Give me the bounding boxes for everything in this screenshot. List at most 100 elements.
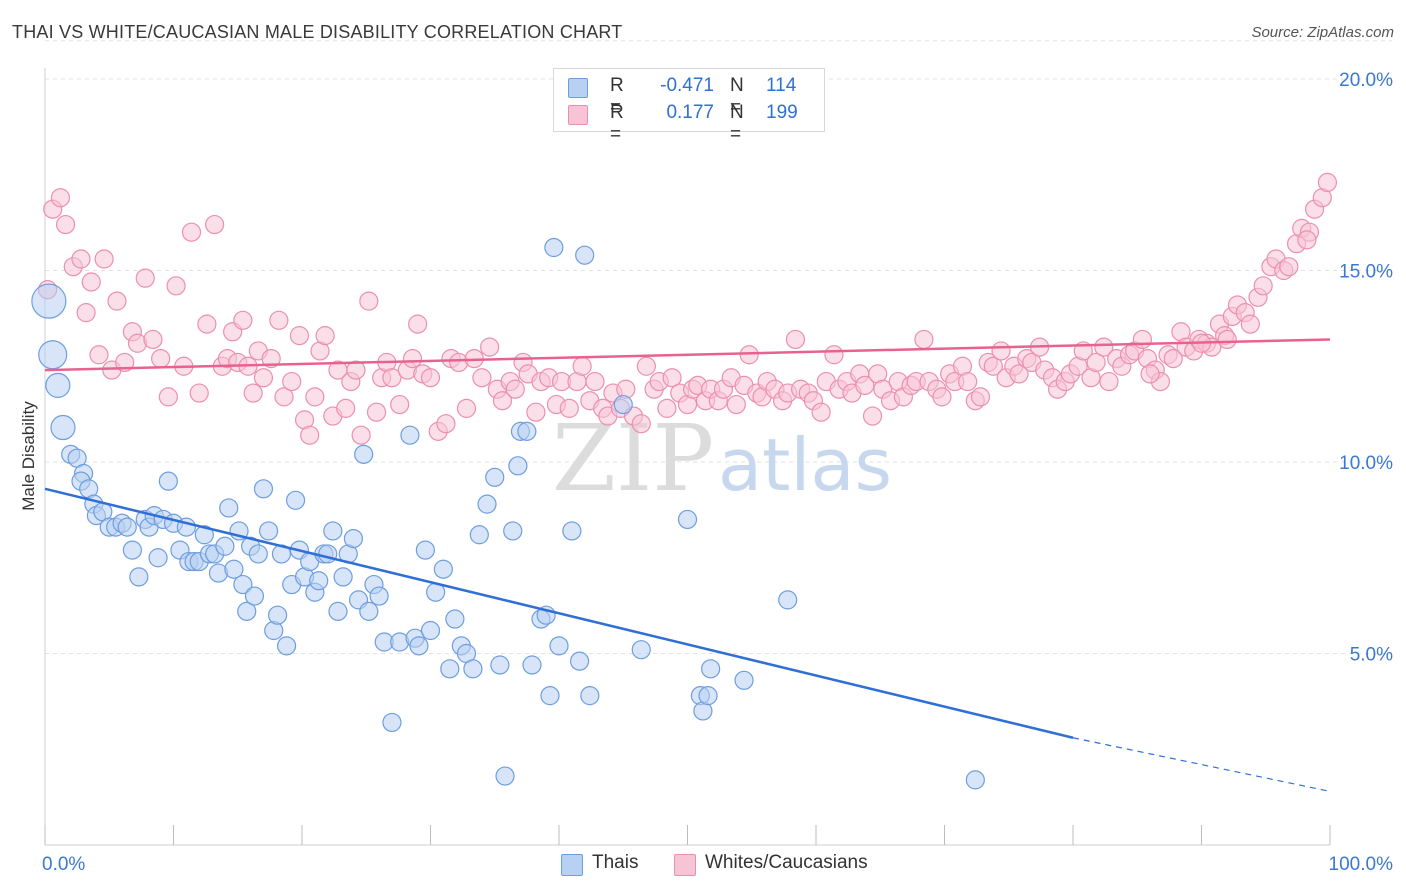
thais-point — [38, 340, 68, 370]
thais-point — [258, 521, 279, 541]
thais-point — [778, 590, 798, 610]
whites-point — [205, 214, 225, 235]
thais-trend-extension — [1072, 737, 1331, 792]
bottom-legend-label-whites: Whites/Caucasians — [705, 852, 868, 873]
thais-point — [309, 571, 329, 591]
whites-point — [420, 368, 441, 388]
legend-n-label: N = — [730, 75, 744, 118]
whites-point — [274, 387, 294, 407]
whites-point — [983, 356, 1003, 376]
whites-point — [135, 268, 155, 288]
thais-point — [677, 509, 698, 530]
whites-point — [585, 371, 605, 392]
whites-point — [480, 337, 500, 357]
thais-point — [50, 414, 76, 441]
thais-point — [549, 636, 569, 656]
thais-point — [485, 467, 505, 487]
thais-point — [415, 540, 435, 560]
whites-point — [359, 291, 379, 311]
thais-point — [318, 544, 338, 564]
whites-point — [253, 368, 274, 388]
whites-point — [472, 368, 492, 388]
whites-point — [1317, 172, 1338, 193]
whites-point — [526, 402, 546, 422]
y-axis-title: Male Disability — [19, 401, 38, 511]
thais-point — [433, 559, 453, 579]
whites-point — [991, 341, 1011, 361]
whites-point — [143, 329, 163, 350]
legend-n-label: N = — [730, 102, 744, 145]
whites-point — [166, 276, 186, 296]
y-tick-label: 20.0% — [1339, 70, 1393, 91]
whites-point — [958, 371, 978, 392]
legend-swatch-whites — [568, 105, 588, 125]
thais-point — [276, 636, 297, 656]
whites-point — [1099, 371, 1119, 392]
thais-point — [508, 456, 528, 476]
thais-point — [354, 444, 374, 464]
thais-point — [285, 490, 306, 510]
thais-point — [359, 601, 379, 621]
thais-point — [540, 686, 560, 706]
thais-point — [328, 601, 348, 621]
grid-lines — [45, 40, 1392, 654]
whites-point — [243, 383, 263, 403]
thais-point — [698, 686, 718, 706]
whites-point — [824, 345, 844, 365]
bottom-legend-swatch-whites — [674, 854, 696, 876]
whites-point — [631, 414, 651, 434]
thais-point — [420, 620, 441, 641]
y-tick-label: 15.0% — [1339, 262, 1393, 283]
thais-point — [244, 586, 265, 606]
thais-point — [463, 659, 483, 679]
thais-point — [148, 548, 168, 568]
legend-r-label: R = — [610, 75, 624, 118]
whites-point — [492, 391, 513, 411]
thais-point — [445, 609, 465, 629]
trend-lines — [44, 338, 1331, 792]
whites-point — [559, 398, 579, 418]
whites-point — [436, 414, 456, 434]
thais-point — [219, 498, 239, 518]
whites-point — [1009, 364, 1029, 384]
whites-point — [402, 348, 423, 369]
whites-point — [351, 425, 371, 445]
whites-point — [55, 214, 76, 235]
whites-point — [1094, 337, 1114, 357]
thais-point — [580, 686, 600, 706]
whites-point — [1253, 276, 1273, 296]
whites-point — [181, 222, 202, 242]
thais-point — [522, 655, 542, 675]
thais-point — [631, 640, 651, 660]
whites-point — [657, 398, 677, 418]
legend-r-value: -0.471 — [660, 75, 714, 96]
y-tick-label: 5.0% — [1350, 645, 1393, 666]
whites-point — [197, 314, 217, 334]
whites-point — [932, 387, 952, 407]
whites-trend-line — [44, 338, 1331, 372]
legend-r-value: 0.177 — [666, 102, 714, 123]
thais-point — [469, 525, 489, 545]
whites-point — [970, 387, 991, 407]
whites-point — [862, 406, 883, 426]
thais-point — [215, 536, 235, 556]
whites-point — [94, 249, 114, 269]
whites-point — [408, 314, 428, 334]
thais-point — [613, 394, 633, 415]
whites-point — [785, 329, 806, 350]
thais-point — [369, 586, 389, 606]
thais-point — [382, 712, 402, 733]
thais-point — [233, 574, 253, 595]
thais-point — [477, 494, 497, 514]
thais-point — [117, 517, 137, 537]
whites-point — [1217, 329, 1237, 350]
axis-labels: 5.0% 10.0% 15.0% 20.0% 0.0% 100.0% — [42, 70, 1393, 875]
axes — [44, 68, 1331, 846]
legend-swatch-thais — [568, 78, 588, 98]
data-points — [31, 172, 1338, 790]
whites-point — [1240, 314, 1260, 334]
whites-point — [269, 310, 289, 330]
whites-point — [662, 368, 682, 388]
whites-point — [189, 383, 209, 403]
